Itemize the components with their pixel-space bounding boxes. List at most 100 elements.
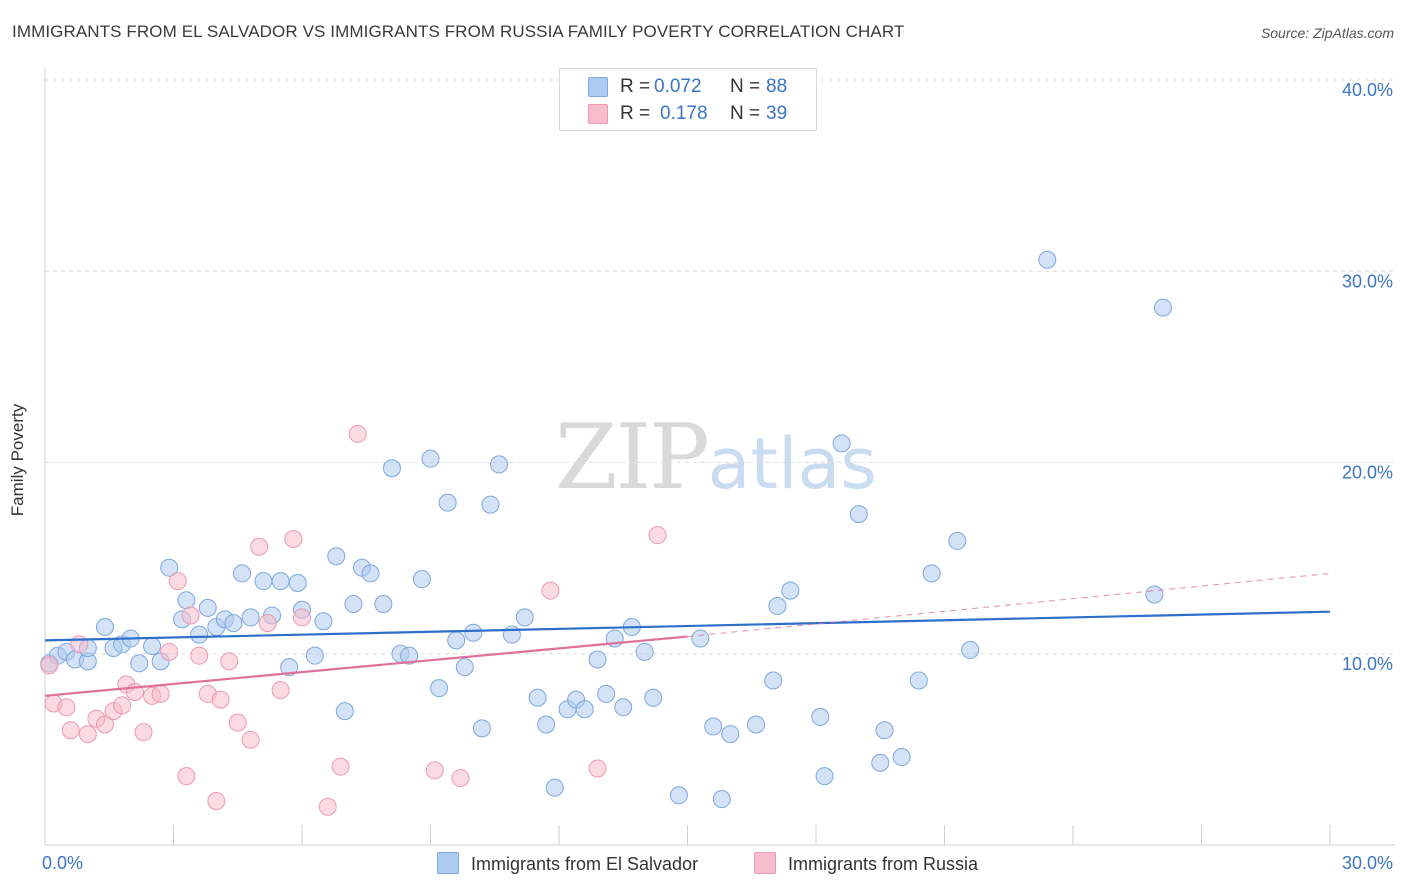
n-value: 88 [766, 76, 788, 97]
legend-item-russia[interactable]: Immigrants from Russia [754, 852, 978, 875]
data-point [207, 792, 226, 811]
stats-legend: R = 0.072 N = 88 R = 0.178 N = 39 [559, 68, 817, 131]
legend-label: Immigrants from Russia [788, 854, 979, 874]
data-point [95, 715, 114, 734]
data-point [57, 698, 76, 717]
data-point [447, 631, 466, 650]
legend-item-el-salvador[interactable]: Immigrants from El Salvador [437, 852, 698, 875]
data-point [168, 572, 187, 591]
data-point [288, 573, 307, 592]
y-axis-label: Family Poverty [8, 403, 27, 517]
data-point [464, 623, 483, 642]
data-point [284, 530, 303, 548]
data-point [344, 595, 363, 614]
data-point [177, 767, 196, 786]
data-point [228, 713, 247, 732]
data-point [644, 688, 663, 707]
x-tick-label: 0.0% [42, 853, 83, 873]
legend-swatch-pink [588, 104, 608, 124]
data-point [190, 646, 209, 665]
y-tick-label: 30.0% [1342, 271, 1393, 291]
data-point [70, 635, 89, 654]
data-point [1145, 585, 1164, 604]
data-point [909, 671, 928, 690]
data-point [421, 449, 440, 468]
data-point [502, 625, 521, 644]
data-point [768, 596, 787, 615]
data-point [721, 725, 740, 744]
legend-swatch-blue [437, 852, 459, 874]
data-point [220, 652, 239, 671]
data-point [961, 640, 980, 659]
data-point [382, 459, 401, 478]
data-point [134, 723, 153, 742]
data-point [241, 608, 260, 627]
data-point [305, 646, 324, 665]
data-point [764, 671, 783, 690]
data-point [892, 748, 911, 767]
data-point [455, 658, 474, 677]
data-point [254, 572, 273, 591]
data-point [331, 757, 350, 776]
r-value: 0.072 [654, 76, 702, 97]
data-point [314, 612, 333, 631]
data-point [327, 547, 346, 566]
data-point [438, 493, 457, 512]
data-point [871, 753, 890, 772]
data-point [781, 581, 800, 600]
data-point [537, 715, 556, 734]
data-point [78, 725, 97, 744]
data-point [815, 767, 834, 786]
r-label: R = [620, 103, 651, 124]
data-point [250, 537, 269, 556]
data-point [430, 679, 449, 698]
data-point [528, 688, 547, 707]
data-point [669, 786, 688, 805]
data-point [198, 598, 217, 617]
data-point [425, 761, 444, 780]
watermark-atlas: atlas [707, 423, 877, 505]
data-point [271, 681, 290, 700]
data-point [588, 650, 607, 669]
data-point [832, 434, 851, 453]
n-value: 39 [766, 103, 788, 124]
data-point [691, 629, 710, 648]
x-tick-label: 30.0% [1342, 853, 1393, 873]
data-point [1153, 298, 1172, 317]
data-point [541, 581, 560, 600]
data-point [412, 570, 431, 589]
watermark-zip: ZIP [555, 405, 710, 510]
r-value: 0.178 [660, 103, 708, 124]
data-point [177, 591, 196, 610]
series-russia-points [40, 424, 667, 816]
data-point [704, 717, 723, 736]
data-point [271, 572, 290, 591]
data-point [181, 606, 200, 625]
trend-line-el-salvador [44, 610, 1331, 642]
data-point [635, 642, 654, 661]
data-point [490, 455, 509, 474]
data-point [190, 625, 209, 644]
data-point [849, 505, 868, 524]
data-point [160, 558, 179, 577]
data-point [258, 614, 277, 633]
data-point [224, 614, 243, 633]
data-point [293, 608, 311, 627]
data-point [481, 495, 500, 514]
y-tick-label: 10.0% [1342, 654, 1393, 674]
data-point [211, 690, 230, 709]
data-point [335, 702, 354, 721]
data-point [280, 658, 299, 677]
data-point [95, 617, 114, 636]
trend-lines [44, 572, 1331, 697]
data-point [575, 700, 594, 719]
data-point [400, 646, 419, 665]
data-point [515, 608, 534, 627]
data-point [614, 698, 633, 717]
data-point [361, 564, 380, 583]
data-point [545, 778, 564, 797]
data-point [151, 684, 170, 703]
data-point [597, 684, 616, 703]
data-point [747, 715, 766, 734]
n-label: N = [730, 103, 761, 124]
